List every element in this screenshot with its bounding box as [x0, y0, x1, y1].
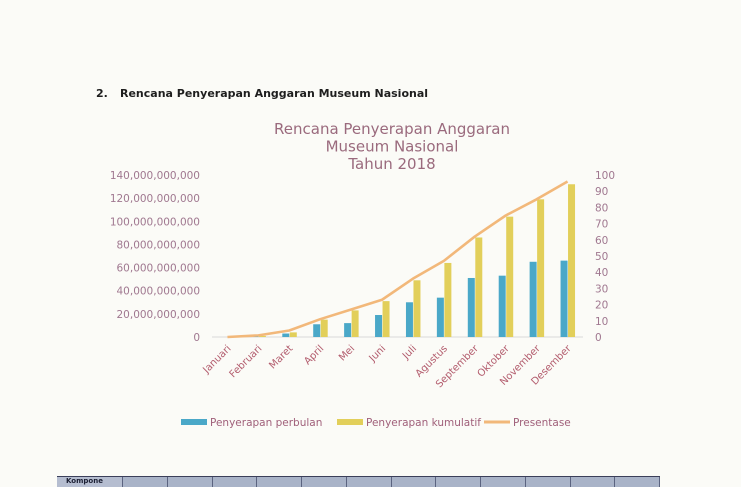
x-tick-label: Juli	[400, 343, 419, 362]
table-header-komponen: Kompone	[57, 477, 123, 487]
bar-perbulan	[560, 260, 568, 337]
bar-kumulatif	[506, 216, 514, 337]
y-left-tick-label: 80,000,000,000	[117, 239, 201, 251]
bar-perbulan	[467, 277, 475, 337]
y-left-tick-label: 0	[193, 332, 200, 344]
y-right-tick-label: 80	[595, 202, 608, 214]
x-tick-label: Maret	[267, 343, 295, 371]
y-left-tick-label: 120,000,000,000	[110, 193, 200, 205]
y-left-tick-label: 100,000,000,000	[110, 216, 200, 228]
table-header-cell	[213, 477, 258, 487]
y-right-tick-label: 60	[595, 235, 608, 247]
x-tick-label: Mei	[337, 343, 357, 363]
legend-swatch	[337, 419, 363, 425]
bar-kumulatif	[537, 199, 545, 337]
section-number: 2.	[96, 87, 108, 100]
table-header-cell	[481, 477, 526, 487]
y-right-tick-label: 40	[595, 267, 608, 279]
table-header-cell	[168, 477, 213, 487]
bar-perbulan	[529, 261, 537, 337]
table-header-cell	[302, 477, 347, 487]
table-header-cell	[257, 477, 302, 487]
bar-kumulatif	[320, 319, 328, 337]
y-left-tick-label: 40,000,000,000	[117, 286, 201, 298]
table-header-cell	[436, 477, 481, 487]
bar-perbulan	[344, 323, 352, 337]
y-right-tick-label: 20	[595, 300, 608, 312]
table-header-cell	[347, 477, 392, 487]
y-left-tick-label: 140,000,000,000	[110, 170, 200, 182]
table-header-cell	[571, 477, 616, 487]
bar-perbulan	[436, 297, 444, 337]
bar-perbulan	[405, 302, 413, 337]
bar-kumulatif	[568, 184, 576, 337]
bar-kumulatif	[258, 335, 266, 337]
bar-kumulatif	[413, 280, 421, 337]
bar-perbulan	[375, 315, 383, 337]
y-left-tick-label: 60,000,000,000	[117, 263, 201, 275]
legend-label: Penyerapan kumulatif	[366, 417, 481, 429]
bar-kumulatif	[351, 310, 359, 337]
chart-title-line: Tahun 2018	[347, 155, 435, 173]
table-header-cell	[392, 477, 437, 487]
y-right-tick-label: 50	[595, 251, 608, 263]
chart-title-line: Museum Nasional	[326, 138, 459, 156]
y-right-tick-label: 30	[595, 283, 608, 295]
table-header-cell	[526, 477, 571, 487]
section-title: Rencana Penyerapan Anggaran Museum Nasio…	[120, 87, 429, 100]
x-tick-label: April	[302, 343, 326, 367]
budget-table-header: Kompone	[57, 476, 660, 487]
x-tick-label: Februari	[228, 343, 265, 380]
bar-kumulatif	[444, 262, 452, 337]
bar-perbulan	[313, 324, 321, 337]
chart-title-line: Rencana Penyerapan Anggaran	[274, 120, 510, 138]
y-right-tick-label: 70	[595, 219, 608, 231]
table-header-cell	[615, 477, 660, 487]
x-tick-label: Juni	[367, 343, 389, 365]
y-right-tick-label: 10	[595, 316, 608, 328]
bar-kumulatif	[382, 301, 390, 337]
bar-kumulatif	[289, 332, 297, 337]
table-header-cell	[123, 477, 168, 487]
y-right-tick-label: 90	[595, 186, 608, 198]
y-right-tick-label: 100	[595, 170, 615, 182]
legend-swatch	[181, 419, 207, 425]
legend-label: Penyerapan perbulan	[210, 417, 322, 429]
bar-perbulan	[498, 275, 506, 337]
section-heading: 2. Rencana Penyerapan Anggaran Museum Nas…	[96, 87, 428, 100]
bar-kumulatif	[475, 237, 483, 337]
y-left-tick-label: 20,000,000,000	[117, 309, 201, 321]
legend-label: Presentase	[513, 417, 571, 429]
y-right-tick-label: 0	[595, 332, 602, 344]
bar-perbulan	[282, 333, 290, 337]
line-presentase	[227, 180, 569, 339]
